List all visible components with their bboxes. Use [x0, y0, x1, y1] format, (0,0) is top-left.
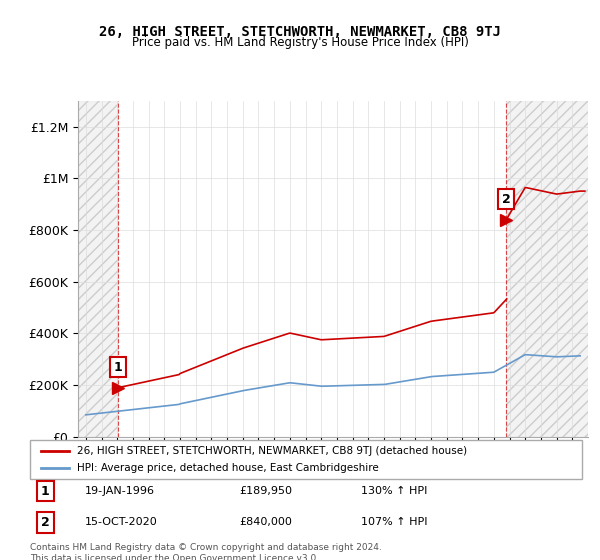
- Text: HPI: Average price, detached house, East Cambridgeshire: HPI: Average price, detached house, East…: [77, 463, 379, 473]
- Text: 15-OCT-2020: 15-OCT-2020: [85, 517, 158, 528]
- Text: Price paid vs. HM Land Registry's House Price Index (HPI): Price paid vs. HM Land Registry's House …: [131, 36, 469, 49]
- Bar: [506, 101, 588, 437]
- Bar: [78, 101, 118, 437]
- Text: 1: 1: [41, 484, 50, 498]
- Bar: [78, 101, 118, 437]
- Text: 26, HIGH STREET, STETCHWORTH, NEWMARKET, CB8 9TJ: 26, HIGH STREET, STETCHWORTH, NEWMARKET,…: [99, 25, 501, 39]
- FancyBboxPatch shape: [30, 440, 582, 479]
- Text: 2: 2: [502, 193, 511, 206]
- Text: £840,000: £840,000: [240, 517, 293, 528]
- Text: £189,950: £189,950: [240, 486, 293, 496]
- Text: 26, HIGH STREET, STETCHWORTH, NEWMARKET, CB8 9TJ (detached house): 26, HIGH STREET, STETCHWORTH, NEWMARKET,…: [77, 446, 467, 456]
- Bar: [506, 101, 588, 437]
- Text: Contains HM Land Registry data © Crown copyright and database right 2024.
This d: Contains HM Land Registry data © Crown c…: [30, 543, 382, 560]
- Text: 2: 2: [41, 516, 50, 529]
- Text: 107% ↑ HPI: 107% ↑ HPI: [361, 517, 428, 528]
- Text: 1: 1: [113, 361, 122, 374]
- Text: 130% ↑ HPI: 130% ↑ HPI: [361, 486, 428, 496]
- Text: 19-JAN-1996: 19-JAN-1996: [85, 486, 155, 496]
